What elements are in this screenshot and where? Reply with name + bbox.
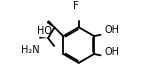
Text: OH: OH: [105, 46, 120, 57]
Text: HO: HO: [37, 26, 52, 36]
Text: F: F: [73, 0, 79, 11]
Text: OH: OH: [105, 25, 120, 35]
Polygon shape: [47, 21, 54, 27]
Text: H₂N: H₂N: [21, 45, 40, 55]
